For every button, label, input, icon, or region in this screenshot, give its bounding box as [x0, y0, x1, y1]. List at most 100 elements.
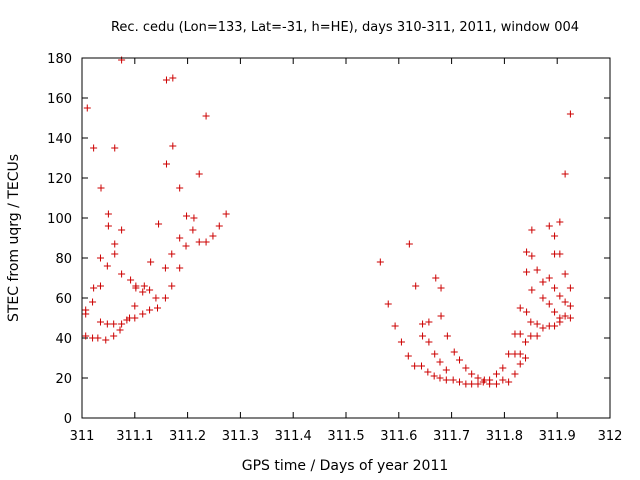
- data-point: [468, 370, 476, 378]
- data-point: [169, 142, 177, 150]
- data-point: [437, 312, 445, 320]
- data-point: [443, 332, 451, 340]
- data-point: [162, 160, 170, 168]
- data-point: [411, 362, 419, 370]
- data-point: [195, 238, 203, 246]
- x-tick-label: 311: [70, 429, 95, 444]
- data-point: [527, 332, 535, 340]
- data-point: [146, 306, 154, 314]
- y-tick-label: 100: [47, 212, 72, 227]
- data-point: [551, 308, 559, 316]
- data-point: [162, 76, 170, 84]
- data-point: [222, 210, 230, 218]
- data-points: [82, 56, 574, 388]
- data-point: [183, 212, 191, 220]
- y-tick-label: 140: [47, 132, 72, 147]
- data-point: [202, 238, 210, 246]
- data-point: [425, 338, 433, 346]
- x-tick-label: 311.9: [539, 429, 576, 444]
- data-point: [118, 320, 126, 328]
- data-point: [516, 330, 524, 338]
- data-point: [528, 226, 536, 234]
- x-tick-label: 311.3: [222, 429, 259, 444]
- data-point: [103, 262, 111, 270]
- data-point: [430, 372, 438, 380]
- data-point: [102, 336, 110, 344]
- x-tick-label: 311.7: [433, 429, 470, 444]
- data-point: [104, 222, 112, 230]
- data-point: [152, 294, 160, 302]
- data-point: [161, 264, 169, 272]
- data-point: [155, 220, 163, 228]
- data-point: [437, 284, 445, 292]
- data-point: [556, 218, 564, 226]
- data-point: [474, 380, 482, 388]
- data-point: [139, 288, 147, 296]
- data-point: [516, 304, 524, 312]
- data-point: [215, 222, 223, 230]
- data-point: [456, 378, 464, 386]
- data-point: [110, 320, 118, 328]
- y-axis-label: STEC from uqrg / TECUs: [6, 154, 22, 322]
- data-point: [468, 380, 476, 388]
- data-point: [195, 170, 203, 178]
- data-point: [545, 300, 553, 308]
- data-point: [449, 376, 457, 384]
- data-point: [116, 326, 124, 334]
- data-point: [436, 358, 444, 366]
- data-point: [561, 298, 569, 306]
- data-point: [442, 376, 450, 384]
- data-point: [533, 332, 541, 340]
- data-point: [516, 360, 524, 368]
- data-point: [147, 258, 155, 266]
- data-point: [556, 250, 564, 258]
- axis-ticks: 311 311.1 311.2 311.3 311.4 311.5 311.6 311.7 31…: [47, 52, 622, 444]
- data-point: [419, 332, 427, 340]
- data-point: [431, 350, 439, 358]
- data-point: [511, 370, 519, 378]
- data-point: [523, 308, 531, 316]
- data-point: [169, 74, 177, 82]
- data-point: [182, 242, 190, 250]
- x-tick-label: 311.4: [275, 429, 312, 444]
- y-tick-label: 40: [55, 332, 72, 347]
- data-point: [111, 240, 119, 248]
- data-point: [462, 364, 470, 372]
- data-point: [161, 294, 169, 302]
- data-point: [523, 268, 531, 276]
- data-point: [118, 270, 126, 278]
- data-point: [561, 312, 569, 320]
- data-point: [131, 314, 139, 322]
- data-point: [154, 304, 162, 312]
- data-point: [96, 282, 104, 290]
- y-tick-label: 0: [64, 412, 72, 427]
- data-point: [96, 318, 104, 326]
- y-tick-label: 160: [47, 92, 72, 107]
- data-point: [176, 184, 184, 192]
- y-tick-label: 60: [55, 292, 72, 307]
- chart-title: Rec. cedu (Lon=133, Lat=-31, h=HE), days…: [111, 20, 579, 35]
- data-point: [442, 366, 450, 374]
- data-point: [516, 350, 524, 358]
- data-point: [561, 170, 569, 178]
- y-tick-label: 120: [47, 172, 72, 187]
- data-point: [499, 376, 507, 384]
- data-point: [556, 318, 564, 326]
- data-point: [539, 294, 547, 302]
- data-point: [176, 234, 184, 242]
- y-tick-label: 20: [55, 372, 72, 387]
- x-tick-label: 311.8: [486, 429, 523, 444]
- data-point: [456, 356, 464, 364]
- data-point: [523, 248, 531, 256]
- data-point: [450, 348, 458, 356]
- data-point: [527, 318, 535, 326]
- data-point: [412, 282, 420, 290]
- data-point: [168, 282, 176, 290]
- data-point: [90, 284, 98, 292]
- data-point: [190, 214, 198, 222]
- data-point: [132, 284, 140, 292]
- x-tick-label: 311.1: [116, 429, 153, 444]
- data-point: [104, 210, 112, 218]
- data-point: [96, 254, 104, 262]
